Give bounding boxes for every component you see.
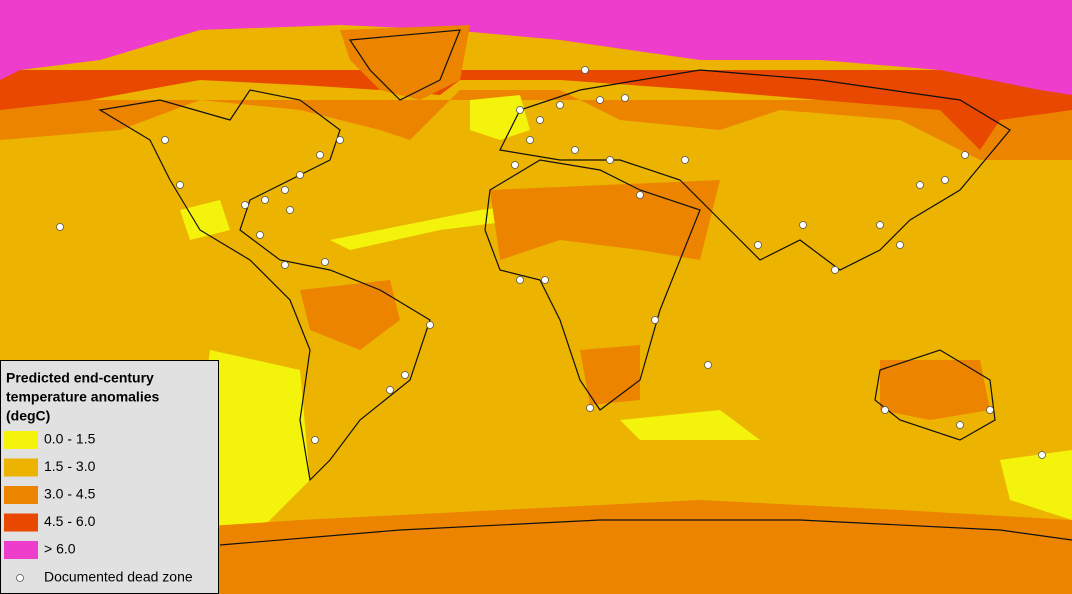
legend-label: 1.5 - 3.0 [44, 458, 96, 474]
legend-label: 0.0 - 1.5 [44, 431, 96, 447]
legend-label: 3.0 - 4.5 [44, 486, 96, 502]
legend-swatch [4, 541, 38, 559]
legend-label: Documented dead zone [44, 569, 193, 585]
legend-swatch [4, 431, 38, 449]
legend-title: Predicted end-century [6, 370, 154, 386]
dead-zones [56, 66, 1046, 459]
legend: Predicted end-century temperature anomal… [0, 360, 219, 594]
legend-swatch [4, 486, 38, 504]
legend-marker [16, 574, 24, 582]
legend-label: > 6.0 [44, 541, 76, 557]
legend-label: 4.5 - 6.0 [44, 513, 96, 529]
legend-title: temperature anomalies [6, 389, 159, 405]
legend-swatch [4, 458, 38, 477]
legend-swatch [4, 513, 38, 532]
coastlines [98, 29, 1072, 546]
legend-title: (degC) [6, 408, 50, 424]
